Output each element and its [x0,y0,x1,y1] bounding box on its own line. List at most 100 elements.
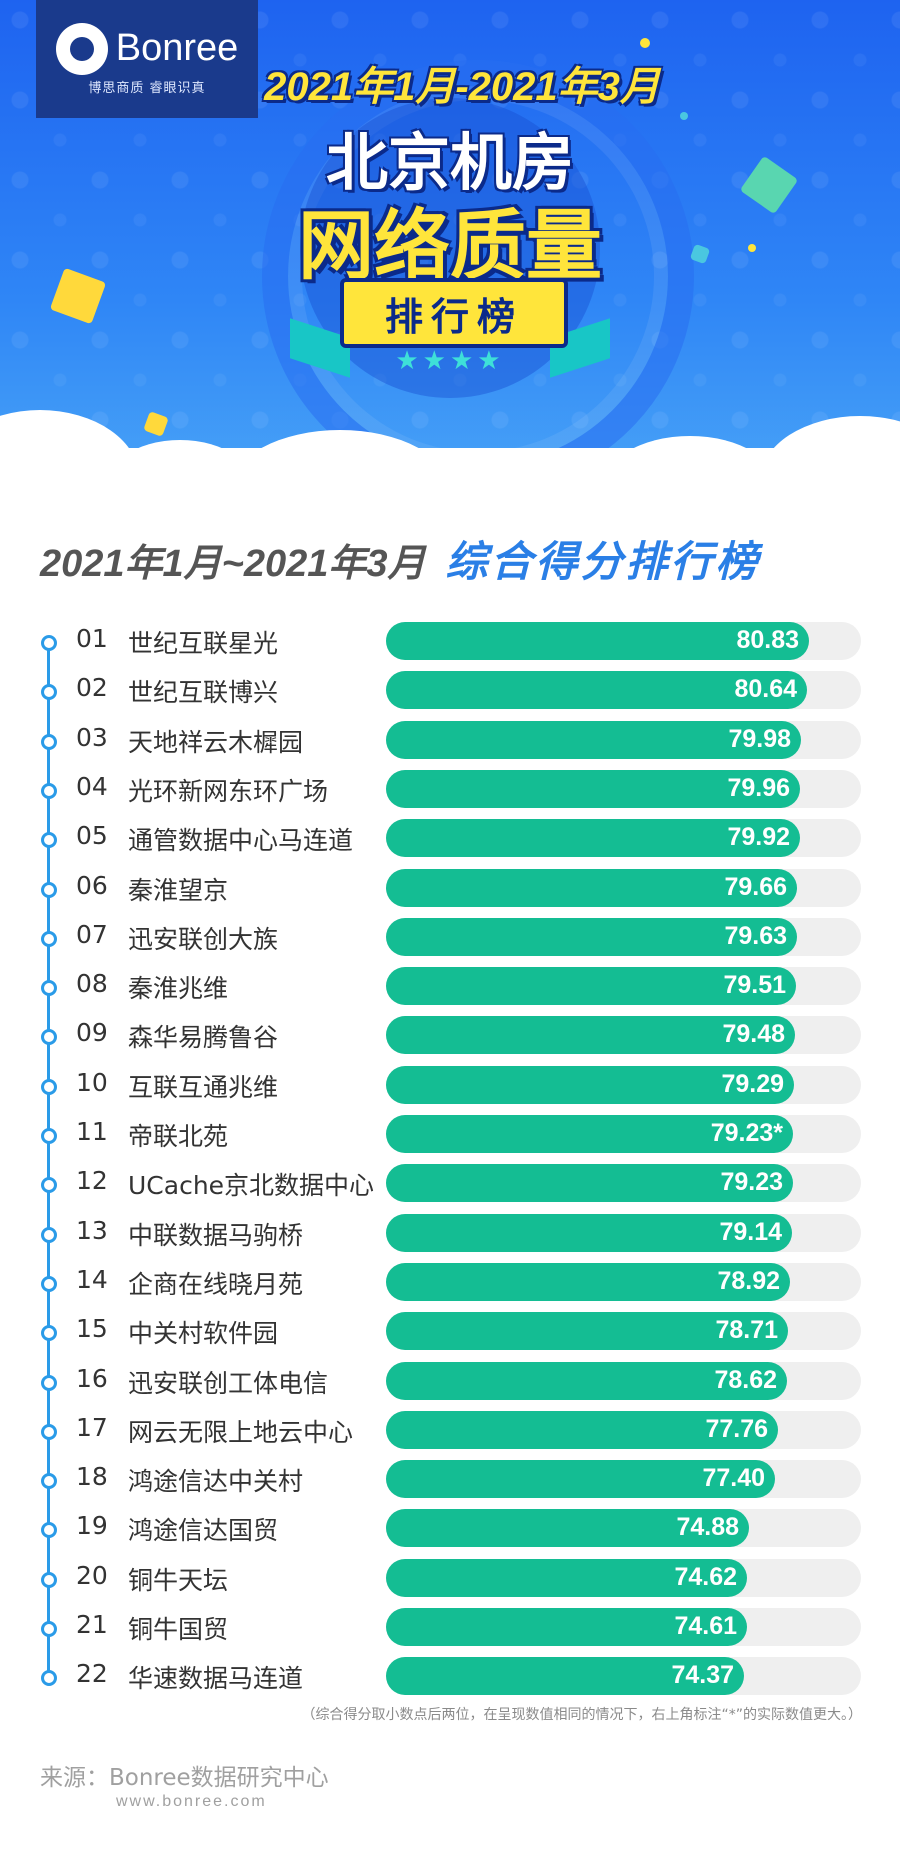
score-bar: 80.83 [386,622,809,660]
datacenter-name: 森华易腾鲁谷 [128,1023,279,1053]
ranking-row: 10 互联互通兆维 79.29 [0,1062,900,1111]
timeline-dot-icon [41,1177,57,1194]
ranking-row: 16 迅安联创工体电信 78.62 [0,1358,900,1407]
score-bar: 74.88 [386,1509,749,1548]
timeline-dot-icon [41,1522,57,1539]
score-value-label: 74.61 [674,1612,737,1640]
score-bar-track: 79.63 [386,917,861,956]
section-date-range: 2021年1月~2021年3月 [40,543,426,585]
ranking-row: 08 秦淮兆维 79.51 [0,963,900,1012]
timeline-dot-icon [41,832,57,849]
rank-number: 02 [76,673,108,703]
score-bar: 77.40 [386,1460,775,1499]
score-value-label: 78.71 [715,1316,778,1345]
ranking-row: 09 森华易腾鲁谷 79.48 [0,1012,900,1061]
score-bar-track: 77.40 [386,1460,861,1499]
ribbon-banner: 排行榜 [340,278,568,348]
datacenter-name: 光环新网东环广场 [128,776,329,806]
rank-number: 22 [76,1659,108,1689]
rank-number: 21 [76,1610,108,1639]
score-bar: 79.63 [386,917,797,956]
rank-number: 12 [76,1166,108,1196]
datacenter-name: 鸿途信达国贸 [128,1516,279,1546]
footnote: （综合得分取小数点后两位，在呈现数值相同的情况下，右上角标注“*”的实际数值更大… [301,1707,862,1723]
datacenter-name: 铜牛国贸 [128,1615,229,1644]
score-value-label: 79.96 [727,773,790,802]
header-banner: Bonree 博思商质 睿眼识真 2021年1月-2021年3月 北京机房 网络… [0,0,900,500]
score-bar-track: 74.61 [386,1608,861,1646]
sparkle-dot [748,244,756,252]
ranking-row: 15 中关村软件园 78.71 [0,1308,900,1357]
score-bar-track: 78.71 [386,1312,861,1351]
datacenter-name: 鸿途信达中关村 [128,1467,304,1497]
score-bar-track: 78.92 [386,1262,861,1301]
score-value-label: 78.62 [714,1365,777,1394]
score-bar-track: 74.88 [386,1509,861,1548]
score-bar-track: 79.96 [386,769,861,808]
score-bar-track: 79.23 [386,1164,861,1203]
ranking-row: 22 华速数据马连道 74.37 [0,1653,900,1702]
datacenter-name: 互联互通兆维 [128,1072,279,1102]
rank-number: 03 [76,722,108,752]
rank-number: 20 [76,1560,108,1590]
score-bar-track: 79.66 [386,868,861,907]
timeline-dot-icon [41,733,57,750]
score-value-label: 79.92 [727,823,790,852]
score-bar: 78.92 [386,1262,790,1301]
ranking-row: 04 光环新网东环广场 79.96 [0,766,900,815]
timeline-dot-icon [41,684,57,701]
datacenter-name: UCache京北数据中心 [128,1171,375,1201]
rank-number: 08 [76,969,108,999]
score-bar: 79.98 [386,720,801,759]
score-bar: 74.37 [386,1657,744,1696]
rank-number: 13 [76,1215,108,1245]
rank-number: 05 [76,821,108,851]
score-value-label: 79.98 [728,724,791,753]
ranking-row: 01 世纪互联星光 80.83 [0,618,900,667]
timeline-dot-icon [41,1325,57,1342]
ribbon-label: 排行榜 [384,294,523,339]
score-bar-track: 79.48 [386,1016,861,1055]
ranking-row: 20 铜牛天坛 74.62 [0,1555,900,1604]
timeline-line [47,638,50,1671]
ranking-row: 13 中联数据马驹桥 79.14 [0,1210,900,1259]
datacenter-name: 世纪互联星光 [128,629,279,658]
timeline-dot-icon [41,1374,57,1391]
score-bar: 79.96 [386,769,800,808]
score-bar: 77.76 [386,1410,778,1449]
score-bar-track: 74.62 [386,1558,861,1597]
rank-number: 10 [76,1067,108,1097]
rank-number: 04 [76,771,108,801]
ranking-row: 19 鸿途信达国贸 74.88 [0,1505,900,1554]
score-value-label: 74.88 [676,1513,739,1542]
datacenter-name: 华速数据马连道 [128,1664,304,1694]
score-bar-track: 78.62 [386,1361,861,1400]
score-bar-track: 79.23* [386,1115,861,1153]
score-value-label: 79.23 [720,1168,783,1197]
logo-text: Bonree [115,27,239,69]
timeline-dot-icon [41,1571,57,1588]
score-bar-track: 80.64 [386,671,861,710]
score-bar: 74.62 [386,1558,747,1597]
header-title-line2: 网络质量 [298,201,602,290]
rank-number: 01 [76,624,108,653]
rank-number: 14 [76,1264,108,1294]
logo-subtitle: 博思商质 睿眼识真 [88,80,206,96]
score-bar: 78.62 [386,1361,787,1400]
datacenter-name: 迅安联创大族 [128,924,279,954]
sparkle-dot [640,38,650,48]
score-bar-track: 79.29 [386,1065,861,1104]
score-value-label: 80.83 [736,626,799,654]
datacenter-name: 帝联北苑 [128,1122,229,1151]
score-bar-track: 79.92 [386,819,861,858]
timeline-dot-icon [41,881,57,898]
star-rating-icon: ★★★★ [395,346,505,376]
timeline-dot-icon [41,930,57,947]
datacenter-name: 企商在线晓月苑 [128,1269,304,1299]
section-heading: 2021年1月~2021年3月 综合得分排行榜 [40,528,860,589]
score-bar: 74.61 [386,1608,747,1646]
score-value-label: 79.66 [724,872,787,901]
ranking-row: 21 铜牛国贸 74.61 [0,1604,900,1653]
score-value-label: 79.23* [710,1119,783,1147]
score-value-label: 79.29 [721,1069,784,1098]
